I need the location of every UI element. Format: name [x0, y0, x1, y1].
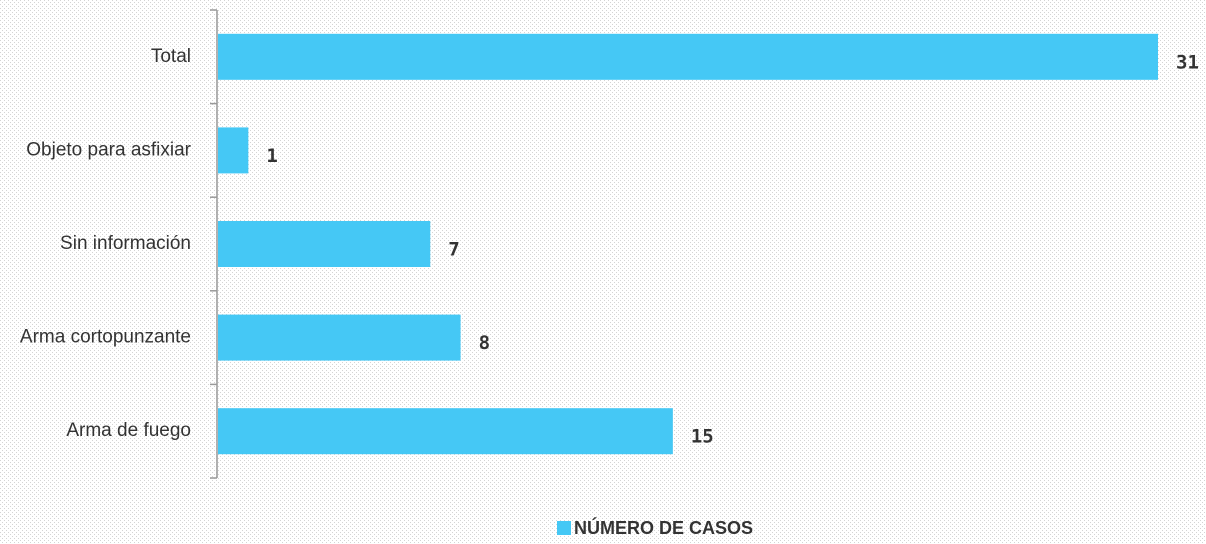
legend-label: NÚMERO DE CASOS	[574, 517, 753, 538]
y-tick-label: Total	[151, 46, 191, 67]
bar	[218, 127, 249, 174]
bar	[218, 33, 1158, 80]
y-tick-label: Arma cortopunzante	[20, 327, 191, 348]
data-label: 15	[691, 426, 714, 448]
data-label: 8	[479, 332, 490, 354]
bar	[218, 221, 431, 267]
data-label: 7	[448, 239, 459, 261]
y-tick-label: Objeto para asfixiar	[26, 139, 191, 160]
y-tick-label: Sin información	[60, 233, 191, 254]
bar	[218, 408, 673, 455]
data-label: 1	[266, 145, 277, 167]
bar	[218, 314, 461, 361]
legend-swatch	[557, 521, 571, 535]
data-label: 31	[1176, 51, 1199, 73]
y-tick-label: Arma de fuego	[66, 420, 191, 441]
